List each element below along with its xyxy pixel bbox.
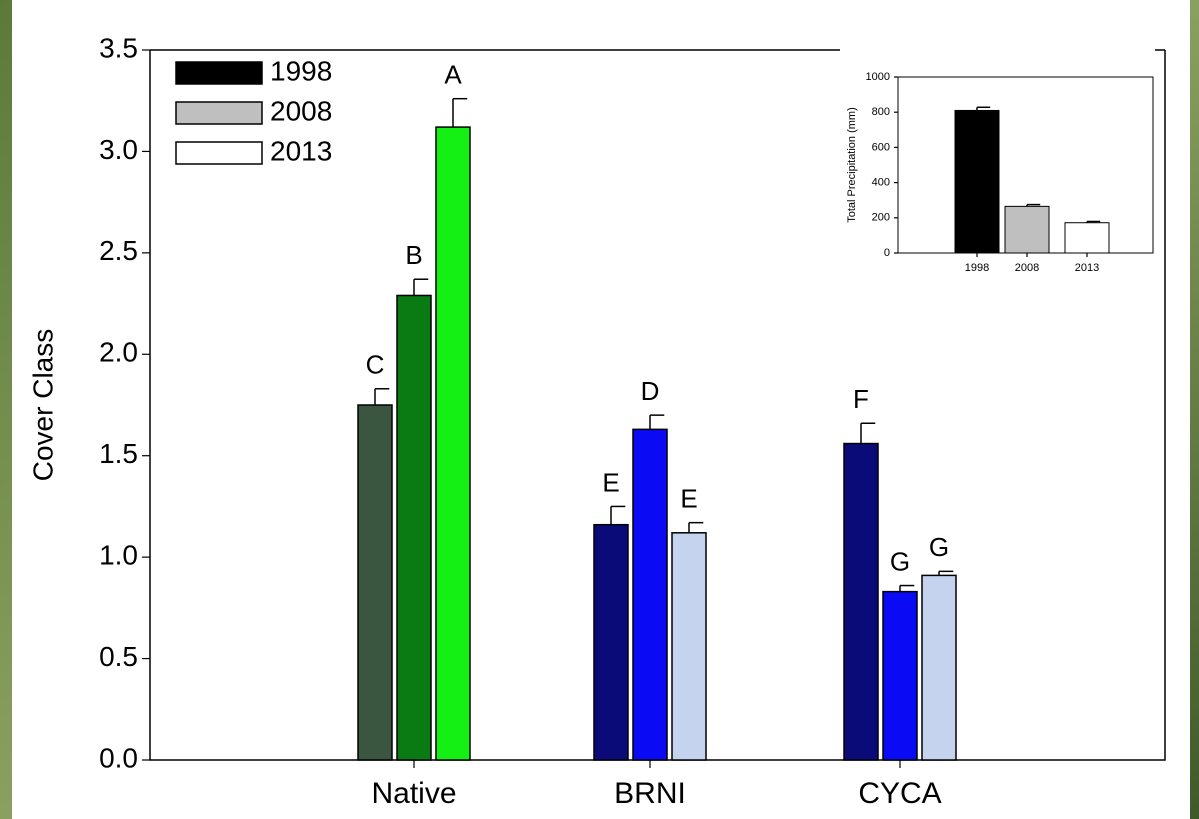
y-axis-label: Cover Class	[27, 329, 58, 481]
significance-letter: A	[444, 60, 462, 90]
y-tick-label: 400	[872, 177, 890, 189]
x-tick-label: BRNI	[614, 777, 686, 810]
y-tick-label: 0.0	[99, 742, 138, 773]
bar	[435, 126, 471, 761]
bar	[632, 428, 668, 761]
significance-letter: G	[929, 532, 949, 562]
bar	[843, 442, 879, 761]
bar	[1004, 205, 1050, 254]
y-tick-label: 2.5	[99, 235, 138, 266]
y-tick-label: 0	[884, 247, 890, 259]
legend-label: 1998	[270, 55, 332, 86]
x-tick-label: 1998	[965, 262, 989, 274]
bar	[396, 294, 432, 761]
bar	[671, 532, 707, 761]
significance-letter: E	[602, 467, 619, 497]
legend-label: 2013	[270, 135, 332, 166]
y-tick-label: 1.0	[99, 540, 138, 571]
y-tick-label: 600	[872, 141, 890, 153]
significance-letter: G	[890, 546, 910, 576]
bar	[357, 404, 393, 761]
y-tick-label: 200	[872, 212, 890, 224]
y-tick-label: 3.0	[99, 134, 138, 165]
x-tick-label: CYCA	[858, 777, 941, 810]
y-tick-label: 1000	[866, 71, 890, 83]
bar	[954, 109, 1000, 254]
bar	[921, 574, 957, 761]
significance-letter: B	[405, 240, 422, 270]
inset-y-axis-label: Total Precipitation (mm)	[846, 107, 858, 223]
y-tick-label: 0.5	[99, 641, 138, 672]
x-tick-label: 2008	[1015, 262, 1039, 274]
significance-letter: C	[366, 350, 385, 380]
significance-letter: D	[641, 376, 660, 406]
y-tick-label: 3.5	[99, 32, 138, 63]
legend-label: 2008	[270, 95, 332, 126]
y-tick-label: 2.0	[99, 337, 138, 368]
bar	[882, 590, 918, 761]
legend-swatch	[175, 61, 263, 85]
legend-swatch	[175, 141, 263, 165]
bar	[1064, 222, 1110, 254]
y-tick-label: 800	[872, 106, 890, 118]
significance-letter: E	[680, 484, 697, 514]
x-tick-label: Native	[371, 777, 456, 810]
legend-swatch	[175, 101, 263, 125]
x-tick-label: 2013	[1075, 262, 1099, 274]
y-tick-label: 1.5	[99, 438, 138, 469]
significance-letter: F	[853, 384, 869, 414]
bar	[593, 523, 629, 761]
